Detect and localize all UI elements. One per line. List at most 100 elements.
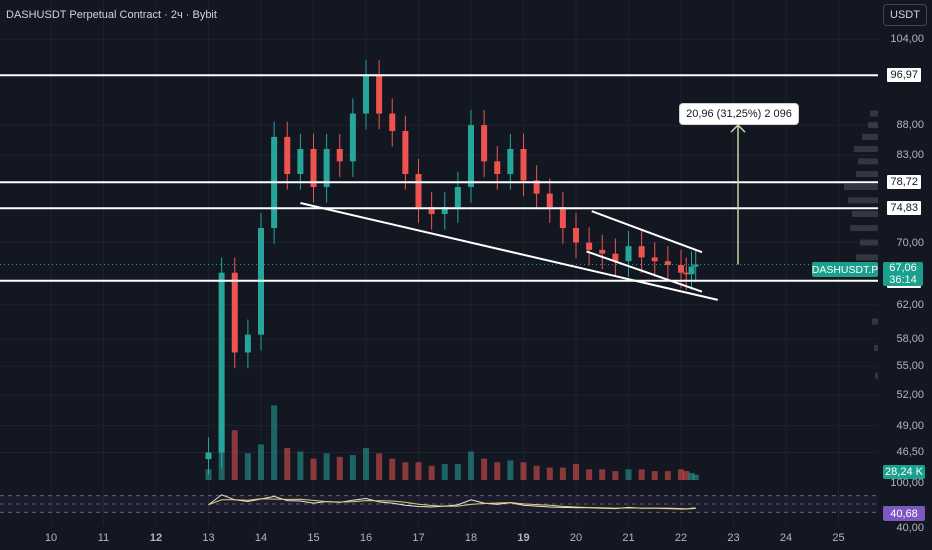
level-price-tag[interactable]: 74,83: [886, 200, 922, 217]
bar-countdown: 36:14: [889, 274, 917, 286]
profile-bar: [870, 110, 878, 117]
candle-body: [599, 249, 606, 254]
candle-body: [559, 207, 566, 229]
date-tick-label: 14: [254, 532, 268, 544]
volume-bar: [546, 467, 553, 480]
price-tick-label: 88,00: [896, 119, 924, 132]
volume-bar: [683, 471, 690, 480]
volume-bar: [389, 458, 396, 480]
volume-bar: [415, 462, 422, 480]
volume-bar: [692, 474, 699, 480]
candle-body: [415, 174, 422, 208]
profile-bar: [856, 254, 878, 261]
candle-body: [323, 148, 330, 187]
date-tick-label: 18: [464, 532, 478, 544]
measure-arrowhead: [730, 124, 746, 133]
currency-button[interactable]: USDT: [883, 4, 927, 26]
volume-bar: [688, 472, 695, 480]
volume-bar: [363, 448, 369, 480]
trendline: [586, 250, 703, 293]
volume-bar: [336, 456, 343, 480]
candle-body: [244, 334, 251, 353]
volume-bars: [205, 400, 699, 480]
date-tick-label: 16: [359, 532, 373, 544]
volume-bar: [612, 471, 619, 480]
candle-body: [507, 148, 514, 175]
profile-bar: [860, 239, 878, 246]
trendline: [591, 210, 703, 254]
candle-body: [625, 246, 632, 262]
grid: [0, 0, 878, 525]
candle-body: [520, 148, 527, 181]
volume-bar: [323, 453, 330, 480]
price-tick-label: 52,00: [896, 389, 924, 402]
symbol-tag: DASHUSDT.P: [811, 262, 879, 277]
volume-bar: [599, 469, 606, 480]
profile-bar: [856, 171, 878, 178]
level-price-tag[interactable]: 96,97: [886, 67, 922, 84]
volume-bar: [441, 464, 448, 480]
measure-arrow: [730, 124, 746, 265]
volume-bar: [651, 471, 658, 480]
profile-bar: [872, 318, 878, 325]
profile-bar: [875, 372, 878, 379]
trendline: [300, 202, 718, 301]
price-tick-label: 55,00: [896, 360, 924, 373]
volume-bar: [402, 462, 409, 480]
volume-bar: [481, 458, 488, 480]
date-tick-label: 21: [622, 532, 635, 544]
candle-body: [402, 130, 409, 175]
candle-body: [692, 264, 699, 267]
date-tick-label: 10: [44, 532, 58, 544]
candle-body: [389, 113, 396, 131]
trendlines: [300, 202, 718, 301]
volume-bar: [638, 469, 645, 480]
price-tick-label: 58,00: [896, 333, 924, 346]
profile-bar: [850, 225, 878, 232]
date-tick-label: 24: [779, 532, 793, 544]
date-tick-label: 11: [97, 532, 110, 544]
price-tick-label: 83,00: [896, 149, 924, 162]
candle-body: [586, 242, 593, 250]
rsi-ma-line: [208, 498, 696, 510]
candle-body: [310, 148, 317, 187]
date-tick-label: 12: [149, 532, 163, 544]
profile-bar: [844, 183, 878, 190]
candle-body: [428, 207, 435, 215]
level-price-tag[interactable]: 78,72: [886, 174, 922, 191]
candle-body: [678, 265, 684, 273]
date-tick-label: 13: [202, 532, 215, 544]
date-tick-label: 17: [412, 532, 425, 544]
candle-body: [481, 125, 488, 162]
price-tick-label: 49,00: [896, 419, 924, 432]
profile-bar: [862, 133, 878, 140]
candle-body: [376, 75, 383, 114]
volume-bar: [533, 465, 540, 480]
candle-body: [218, 272, 225, 453]
profile-bar: [848, 197, 878, 204]
volume-bar: [494, 462, 501, 480]
volume-bar: [284, 448, 291, 480]
last-price-value: 67,06: [889, 262, 917, 274]
volume-bar: [244, 453, 251, 480]
candle-body: [336, 148, 343, 162]
date-tick-label: 20: [569, 532, 583, 544]
profile-bar: [858, 158, 878, 165]
volume-bar: [678, 469, 684, 480]
candle-body: [468, 125, 474, 187]
candle-body: [546, 193, 553, 208]
candle-body: [205, 452, 212, 460]
candle-body: [533, 180, 540, 194]
volume-profile: [844, 110, 878, 379]
volume-tag: 28,24 K: [883, 465, 925, 479]
volume-bar: [468, 451, 474, 480]
candle-body: [363, 75, 369, 114]
volume-bar: [310, 458, 317, 480]
candle-body: [349, 113, 356, 162]
volume-bar: [520, 462, 527, 480]
volume-bar: [625, 469, 632, 480]
candle-body: [573, 228, 579, 243]
volume-bar: [559, 467, 566, 480]
candles: [205, 59, 699, 475]
